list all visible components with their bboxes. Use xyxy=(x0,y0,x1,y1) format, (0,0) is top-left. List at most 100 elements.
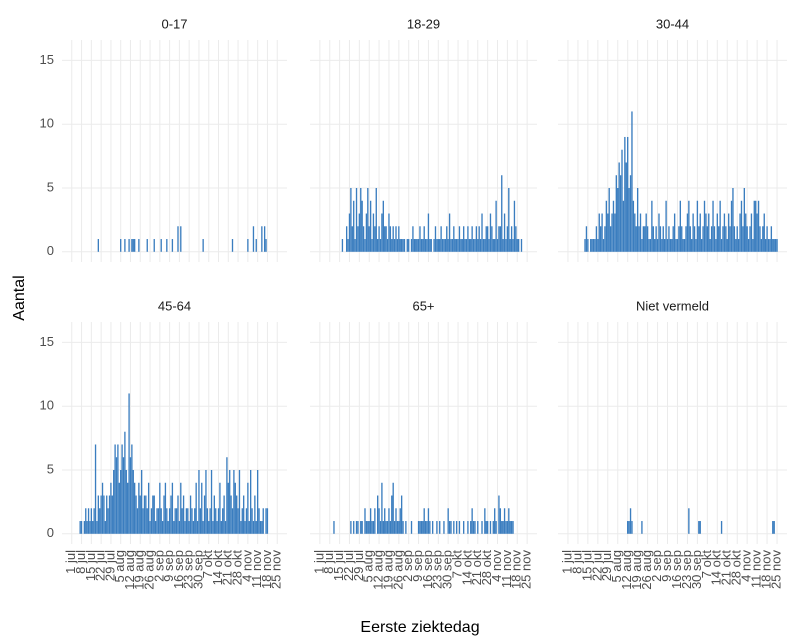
bar xyxy=(488,239,490,252)
x-tick-label: 7 okt xyxy=(200,550,215,579)
bar xyxy=(245,508,248,534)
bar xyxy=(194,508,196,534)
x-tick-label: 12 aug xyxy=(619,550,634,590)
bar xyxy=(175,508,178,534)
bar xyxy=(382,200,384,252)
bar xyxy=(217,508,220,534)
bar xyxy=(177,226,179,252)
y-tick-label: 0 xyxy=(47,525,54,540)
bar xyxy=(115,457,118,534)
bar xyxy=(97,495,99,534)
bar xyxy=(471,508,473,534)
bar xyxy=(494,508,496,534)
bar xyxy=(107,508,109,534)
bar xyxy=(99,508,101,534)
bar xyxy=(166,239,168,252)
bar xyxy=(201,482,203,534)
y-tick-label: 10 xyxy=(40,116,54,131)
bar xyxy=(692,213,694,252)
bar xyxy=(664,239,666,252)
x-tick-label: 14 okt xyxy=(459,550,474,586)
bar xyxy=(464,239,466,252)
bar xyxy=(622,200,625,252)
bar xyxy=(763,213,765,252)
bar xyxy=(196,521,199,534)
y-axis-label: Aantal xyxy=(11,275,28,320)
x-tick-label: 15 jul xyxy=(331,550,346,581)
bar xyxy=(668,226,670,252)
bar xyxy=(474,239,476,252)
bar xyxy=(688,508,690,534)
bar xyxy=(132,239,134,252)
facet-title: 30-44 xyxy=(656,16,689,31)
bar xyxy=(706,226,709,252)
bar xyxy=(454,239,456,252)
bar xyxy=(594,239,596,252)
bar xyxy=(398,226,400,252)
bar xyxy=(265,508,267,534)
bar xyxy=(443,239,445,252)
bar xyxy=(673,213,676,252)
bar xyxy=(247,482,249,534)
bar xyxy=(110,482,112,534)
x-tick-label: 22 jul xyxy=(93,550,108,581)
bar xyxy=(624,136,626,252)
bar xyxy=(728,213,730,252)
bar xyxy=(395,226,397,252)
bar xyxy=(757,200,760,252)
bar xyxy=(772,521,774,534)
bar xyxy=(646,226,649,252)
bar xyxy=(378,508,380,534)
bar xyxy=(641,239,643,252)
bar xyxy=(471,226,473,252)
bar xyxy=(426,239,428,252)
x-tick-label: 14 okt xyxy=(210,550,225,586)
bar xyxy=(420,239,423,252)
bar xyxy=(686,213,689,252)
bar xyxy=(129,457,132,534)
bar xyxy=(437,239,439,252)
bar xyxy=(486,226,489,252)
bar xyxy=(138,482,140,534)
bar xyxy=(238,470,241,534)
bar xyxy=(595,226,598,252)
bar xyxy=(355,521,358,534)
bar xyxy=(725,226,727,252)
bar xyxy=(150,508,153,534)
bar xyxy=(629,508,632,534)
facet-title: Niet vermeld xyxy=(636,298,709,313)
bar xyxy=(386,239,389,252)
bar xyxy=(379,521,382,534)
bar xyxy=(698,226,700,252)
bar xyxy=(369,200,372,252)
bar xyxy=(353,521,355,534)
bar xyxy=(90,508,93,534)
bar xyxy=(691,239,693,252)
bar xyxy=(164,482,167,534)
bar xyxy=(631,111,633,252)
bar xyxy=(212,521,214,534)
bar xyxy=(187,508,189,534)
x-tick-label: 4 nov xyxy=(489,550,504,582)
x-tick-label: 12 aug xyxy=(371,550,386,590)
bar xyxy=(247,239,249,252)
bar xyxy=(598,213,600,252)
bar xyxy=(703,200,706,252)
bar xyxy=(422,521,424,534)
bar xyxy=(402,521,404,534)
bar xyxy=(709,239,711,252)
bar xyxy=(651,200,653,252)
bar xyxy=(108,495,111,534)
bar xyxy=(251,508,253,534)
bar xyxy=(127,482,129,534)
bar xyxy=(97,239,99,252)
x-tick-label: 21 okt xyxy=(220,550,235,586)
bar xyxy=(85,508,87,534)
bar xyxy=(678,226,680,252)
bar xyxy=(424,239,427,252)
x-tick-label: 18 nov xyxy=(259,550,274,590)
bar xyxy=(508,508,510,534)
bar xyxy=(406,239,408,252)
bar xyxy=(355,188,358,252)
